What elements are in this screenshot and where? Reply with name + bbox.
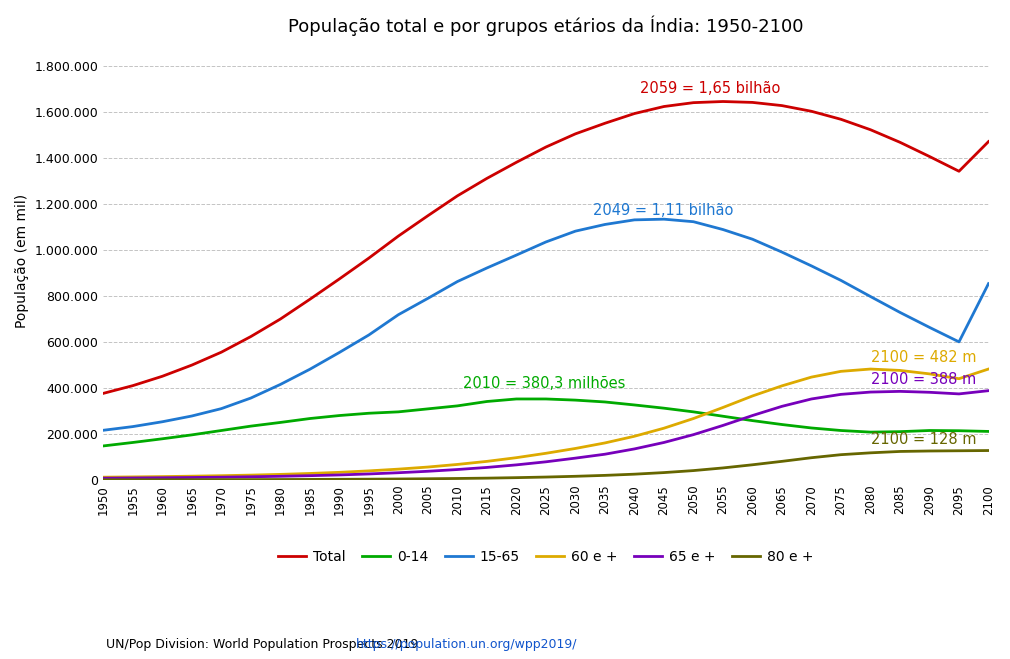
Title: População total e por grupos etários da Índia: 1950-2100: População total e por grupos etários da … <box>288 15 804 36</box>
Text: 2059 = 1,65 bilhão: 2059 = 1,65 bilhão <box>640 80 781 96</box>
Text: 2100 = 482 m: 2100 = 482 m <box>872 350 977 365</box>
Y-axis label: População (em mil): População (em mil) <box>15 194 29 328</box>
Text: UN/Pop Division: World Population Prospects 2019: UN/Pop Division: World Population Prospe… <box>106 638 422 651</box>
Text: 2049 = 1,11 bilhão: 2049 = 1,11 bilhão <box>593 202 733 217</box>
Text: 2100 = 128 m: 2100 = 128 m <box>872 432 977 447</box>
Text: 2100 = 388 m: 2100 = 388 m <box>872 372 977 387</box>
Text: 2010 = 380,3 milhões: 2010 = 380,3 milhões <box>464 376 625 391</box>
Legend: Total, 0-14, 15-65, 60 e +, 65 e +, 80 e +: Total, 0-14, 15-65, 60 e +, 65 e +, 80 e… <box>273 544 819 569</box>
Text: https://population.un.org/wpp2019/: https://population.un.org/wpp2019/ <box>356 638 578 651</box>
